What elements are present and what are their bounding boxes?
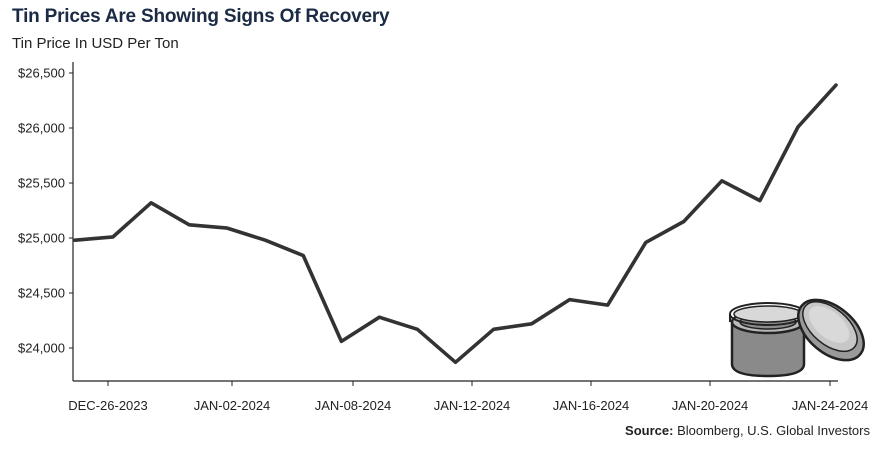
- y-axis: $24,000 $24,500 $25,000 $25,500 $26,000 $26,5…: [18, 62, 74, 381]
- x-tick-label: JAN-24-2024: [792, 398, 869, 413]
- price-line: [73, 83, 838, 365]
- source-label: Source:: [625, 423, 674, 438]
- x-axis: DEC-26-2023 JAN-02-2024 JAN-08-2024 JAN-12-…: [68, 380, 869, 413]
- series-layer: [73, 83, 838, 365]
- x-tick-label: DEC-26-2023: [68, 398, 148, 413]
- y-tick-label: $26,500: [18, 66, 65, 81]
- y-tick-label: $26,000: [18, 121, 65, 136]
- tin-can-icon: [729, 298, 865, 378]
- y-tick-label: $25,500: [18, 176, 65, 191]
- y-tick-label: $25,000: [18, 231, 65, 246]
- x-tick-label: JAN-02-2024: [194, 398, 271, 413]
- y-tick-label: $24,000: [18, 341, 65, 356]
- x-tick-label: JAN-12-2024: [434, 398, 511, 413]
- y-tick-label: $24,500: [18, 286, 65, 301]
- source-note: Source: Bloomberg, U.S. Global Investors: [625, 423, 870, 438]
- x-tick-label: JAN-16-2024: [553, 398, 630, 413]
- chart-subtitle: Tin Price In USD Per Ton: [12, 35, 179, 52]
- x-tick-label: JAN-20-2024: [672, 398, 749, 413]
- x-tick-label: JAN-08-2024: [315, 398, 392, 413]
- chart-title: Tin Prices Are Showing Signs Of Recovery: [12, 6, 390, 27]
- source-text: Bloomberg, U.S. Global Investors: [677, 423, 870, 438]
